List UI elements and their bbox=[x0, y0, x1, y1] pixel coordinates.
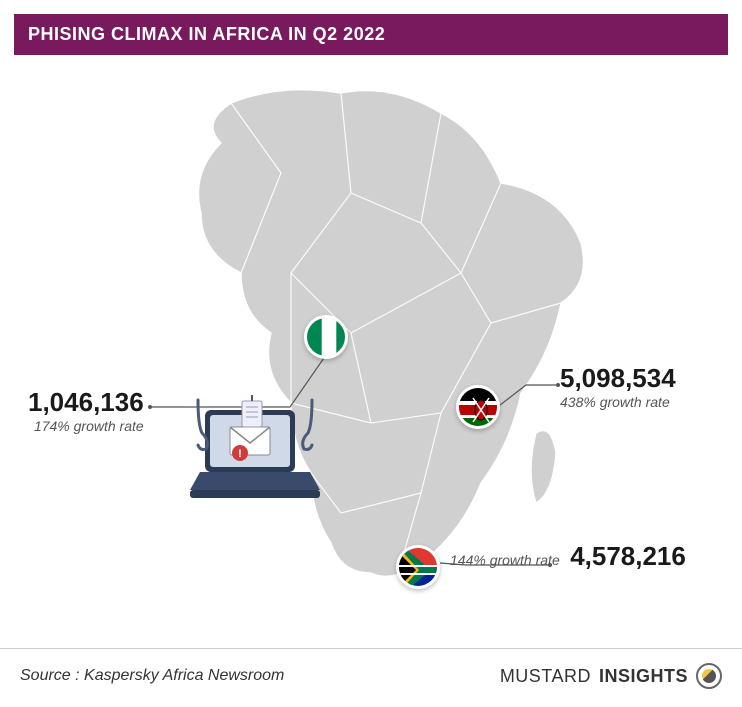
nigeria-rate: 174% growth rate bbox=[28, 418, 144, 434]
kenya-rate: 438% growth rate bbox=[560, 394, 676, 410]
title-text: PHISING CLIMAX IN AFRICA IN Q2 2022 bbox=[28, 24, 385, 44]
brand-logo-icon bbox=[696, 663, 722, 689]
footer: Source : Kaspersky Africa Newsroom MUSTA… bbox=[0, 648, 742, 707]
nigeria-callout: 1,046,136 174% growth rate bbox=[28, 387, 144, 434]
nigeria-flag-icon bbox=[304, 315, 348, 359]
kenya-flag-icon bbox=[456, 385, 500, 429]
south-africa-flag-icon bbox=[396, 545, 440, 589]
svg-text:!: ! bbox=[238, 448, 242, 460]
kenya-callout: 5,098,534 438% growth rate bbox=[560, 363, 676, 410]
source-text: Source : Kaspersky Africa Newsroom bbox=[20, 667, 284, 685]
brand-part2: INSIGHTS bbox=[599, 666, 688, 687]
brand-part1: MUSTARD bbox=[500, 666, 591, 687]
africa-map bbox=[141, 73, 601, 593]
phishing-laptop-icon: ! bbox=[180, 395, 330, 515]
kenya-value: 5,098,534 bbox=[560, 363, 676, 394]
main-area: 1,046,136 174% growth rate 5,098,534 438… bbox=[0, 55, 742, 635]
south-africa-callout: 144% growth rate 4,578,216 bbox=[450, 541, 686, 572]
title-bar: PHISING CLIMAX IN AFRICA IN Q2 2022 bbox=[14, 14, 728, 55]
nigeria-value: 1,046,136 bbox=[28, 387, 144, 418]
brand: MUSTARD INSIGHTS bbox=[500, 663, 722, 689]
south-africa-rate: 144% growth rate bbox=[450, 552, 560, 568]
south-africa-value: 4,578,216 bbox=[570, 541, 686, 571]
